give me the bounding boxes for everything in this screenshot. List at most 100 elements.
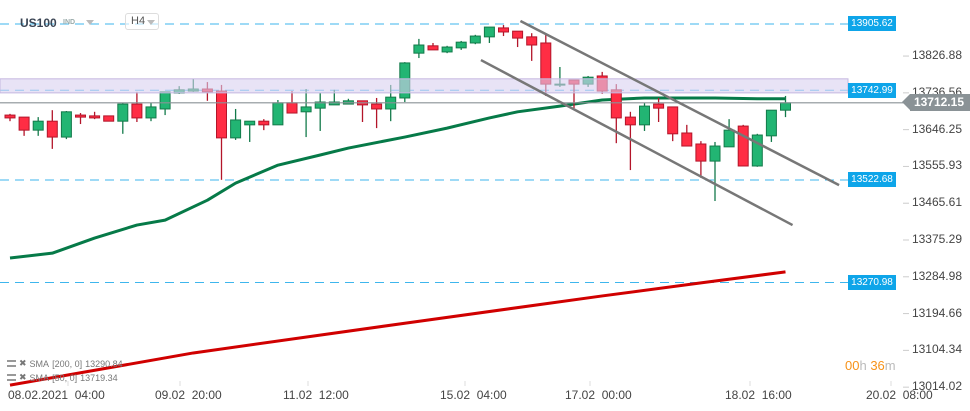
candle-body: [117, 103, 129, 122]
indicator-value: 13290.84: [85, 358, 123, 369]
symbol-dropdown-icon[interactable]: [86, 20, 94, 25]
bullish-candle: [723, 119, 735, 148]
candle-body: [371, 103, 383, 110]
candle-body: [498, 27, 509, 33]
candle-body: [483, 26, 495, 38]
chevron-down-icon: [147, 20, 155, 25]
bullish-candle: [765, 109, 777, 142]
candle-body: [441, 46, 453, 53]
candle-body: [780, 102, 791, 111]
candle-body: [695, 143, 707, 162]
candle-body: [131, 103, 143, 119]
time-axis-label: 20.02 08:00: [866, 388, 933, 402]
bearish-candle: [667, 106, 679, 142]
time-axis-label: 11.02 12:00: [283, 388, 349, 402]
candle-body: [244, 120, 256, 126]
bearish-candle: [695, 141, 707, 178]
candle-body: [75, 114, 86, 118]
bullish-candle: [709, 141, 721, 202]
bullish-candle: [483, 26, 495, 43]
candle-body: [751, 134, 763, 167]
bearish-candle: [4, 113, 16, 122]
price-axis-label: 13555.93: [911, 158, 962, 173]
indicator-name: SMA: [29, 372, 50, 383]
symbol-name[interactable]: US100: [20, 16, 57, 30]
candle-body: [272, 102, 284, 126]
settings-icon[interactable]: [7, 360, 16, 367]
bearish-candle: [18, 116, 30, 136]
indicator-value: 13719.34: [80, 372, 118, 383]
bearish-candle: [512, 30, 524, 48]
bearish-candle: [737, 124, 749, 167]
bearish-candle: [46, 110, 58, 149]
price-axis-label: 13194.66: [911, 305, 962, 320]
candle-body: [455, 41, 467, 49]
candle-body: [653, 103, 665, 109]
indicator-sma200[interactable]: ✖ SMA [200, 0] 13290.84: [7, 358, 123, 369]
indicator-params: [200, 0]: [52, 358, 83, 369]
level-tag[interactable]: 13742.99: [848, 82, 896, 98]
countdown-hours: 00: [845, 358, 860, 373]
bearish-candle: [357, 100, 368, 122]
candle-body: [469, 35, 481, 44]
close-icon[interactable]: ✖: [19, 358, 27, 368]
sma200-line: [9, 270, 786, 387]
time-axis-label: 08.02.2021 04:00: [8, 388, 105, 402]
settings-icon[interactable]: [7, 374, 16, 381]
bullish-candle: [639, 102, 650, 131]
bearish-candle: [286, 91, 298, 114]
candle-body: [526, 36, 538, 46]
candle-body: [103, 115, 115, 122]
price-axis-label: 13014.02: [911, 379, 962, 394]
resistance-zone: [0, 78, 849, 94]
bearish-candle: [103, 115, 115, 122]
bullish-candle: [117, 102, 129, 134]
price-axis-label: 13284.98: [911, 268, 962, 283]
level-tag[interactable]: 13522.68: [848, 172, 896, 188]
candle-body: [258, 120, 270, 126]
sma50-line: [9, 96, 786, 260]
bullish-candle: [751, 133, 763, 167]
bullish-candle: [145, 102, 157, 122]
candle-body: [540, 42, 552, 85]
level-tag[interactable]: 13905.62: [848, 16, 896, 32]
candle-body: [427, 45, 439, 51]
candle-body: [145, 106, 157, 119]
candle-body: [512, 30, 524, 39]
bullish-candle: [230, 108, 242, 140]
indicator-sma50[interactable]: ✖ SMA [50, 0] 13719.34: [7, 372, 118, 383]
bearish-candle: [131, 91, 143, 122]
bullish-candle: [272, 100, 284, 126]
symbol-type: IND: [63, 19, 76, 26]
candle-body: [300, 106, 312, 113]
bullish-candle: [441, 45, 453, 54]
time-axis-label: 15.02 04:00: [440, 388, 507, 402]
bearish-candle: [75, 113, 86, 125]
candle-body: [4, 114, 16, 119]
candle-body: [314, 101, 326, 109]
bearish-candle: [258, 119, 270, 131]
bearish-candle: [216, 84, 227, 180]
candle-body: [610, 89, 622, 119]
candle-body: [216, 90, 227, 139]
price-axis-label: 13465.61: [911, 195, 962, 210]
bullish-candle: [244, 120, 256, 142]
candle-body: [639, 105, 650, 126]
bullish-candle: [300, 89, 312, 138]
indicator-name: SMA: [29, 358, 50, 369]
close-icon[interactable]: ✖: [19, 372, 27, 382]
candle-body: [18, 116, 30, 131]
candle-body: [413, 44, 425, 54]
candle-body: [286, 102, 298, 114]
candle-body: [60, 111, 72, 138]
bullish-candle: [314, 93, 326, 131]
bearish-candle: [427, 42, 439, 51]
bullish-candle: [60, 110, 72, 140]
level-tag[interactable]: 13270.98: [848, 274, 896, 290]
current-price-tag: 13712.15: [902, 94, 970, 112]
timeframe-value: H4: [131, 15, 146, 27]
timeframe-select[interactable]: H4: [125, 13, 159, 30]
time-axis-label: 17.02 00:00: [565, 388, 632, 402]
candle-body: [667, 106, 679, 135]
